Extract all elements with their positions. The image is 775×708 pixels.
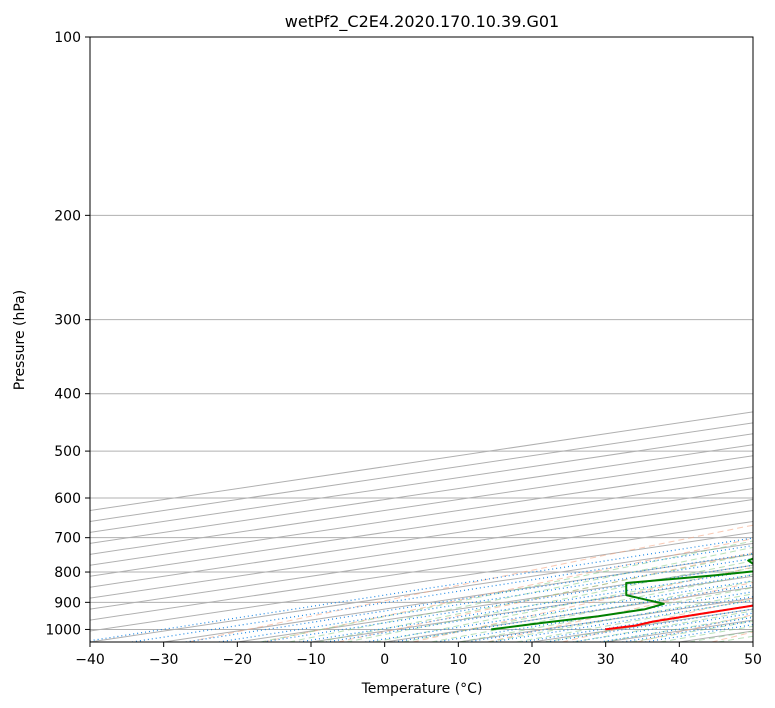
- dry-adiabat-line: [412, 566, 753, 642]
- x-tick-label: 10: [449, 652, 467, 668]
- mixing-ratio-line: [572, 612, 753, 642]
- plot-frame: [89, 36, 754, 643]
- y-tick-label: 900: [54, 595, 81, 611]
- mixing-ratio-line: [131, 544, 753, 642]
- y-tick-label: 700: [54, 531, 81, 547]
- isotherm-line: [90, 531, 753, 632]
- y-tick-label: 800: [54, 565, 81, 581]
- data-lines: [491, 557, 753, 631]
- plot-background: [90, 37, 753, 642]
- y-ticks: 100 200 300 400 500 600 700 800 900 1000: [45, 30, 90, 638]
- chart-title: wetPf2_C2E4.2020.170.10.39.G01: [285, 12, 559, 32]
- x-ticks: −40 −30 −20 −10 0 10 20 30 40 50: [75, 642, 762, 668]
- y-tick-label: 200: [54, 208, 81, 224]
- isotherm-line: [90, 466, 753, 566]
- y-tick-label: 100: [54, 30, 81, 46]
- x-tick-label: −40: [75, 652, 105, 668]
- x-tick-label: 0: [380, 652, 389, 668]
- dewpoint-line: [491, 557, 753, 631]
- mixing-ratio-line: [90, 537, 753, 642]
- y-tick-label: 400: [54, 387, 81, 403]
- mixing-ratio-line: [599, 616, 753, 642]
- dry-adiabat-line: [263, 538, 753, 642]
- dry-adiabat-line: [188, 524, 753, 642]
- isotherm-line: [90, 499, 753, 599]
- isotherm-line: [90, 455, 753, 555]
- y-tick-label: 500: [54, 444, 81, 460]
- isotherm-line: [90, 488, 753, 588]
- x-tick-label: −30: [149, 652, 179, 668]
- moist-adiabat-line: [317, 553, 753, 642]
- dry-adiabat-line: [487, 581, 753, 642]
- x-tick-label: 50: [744, 652, 762, 668]
- x-axis-title: Temperature (°C): [361, 681, 483, 697]
- isotherm-line: [90, 477, 753, 577]
- mixing-ratio-line: [622, 620, 753, 642]
- isotherm-line: [90, 444, 753, 544]
- x-tick-label: −20: [223, 652, 253, 668]
- x-tick-label: 20: [523, 652, 541, 668]
- x-tick-label: 40: [670, 652, 688, 668]
- isotherm-line: [90, 520, 753, 621]
- moist-adiabat-line: [289, 546, 753, 642]
- y-tick-label: 300: [54, 313, 81, 329]
- isotherm-line: [90, 509, 753, 610]
- isotherm-line: [752, 641, 753, 642]
- moist-adiabat-line: [403, 573, 753, 642]
- grid-layer: [90, 37, 753, 642]
- y-tick-label: 600: [54, 491, 81, 507]
- moist-adiabat-line: [488, 593, 753, 642]
- x-tick-label: 30: [597, 652, 615, 668]
- mixing-ratio-line: [299, 570, 753, 642]
- y-axis-title: Pressure (hPa): [12, 290, 28, 390]
- x-tick-label: −10: [296, 652, 326, 668]
- moist-adiabat-line: [459, 587, 753, 642]
- y-tick-label: 1000: [45, 622, 81, 638]
- mixing-ratio-line: [546, 608, 753, 642]
